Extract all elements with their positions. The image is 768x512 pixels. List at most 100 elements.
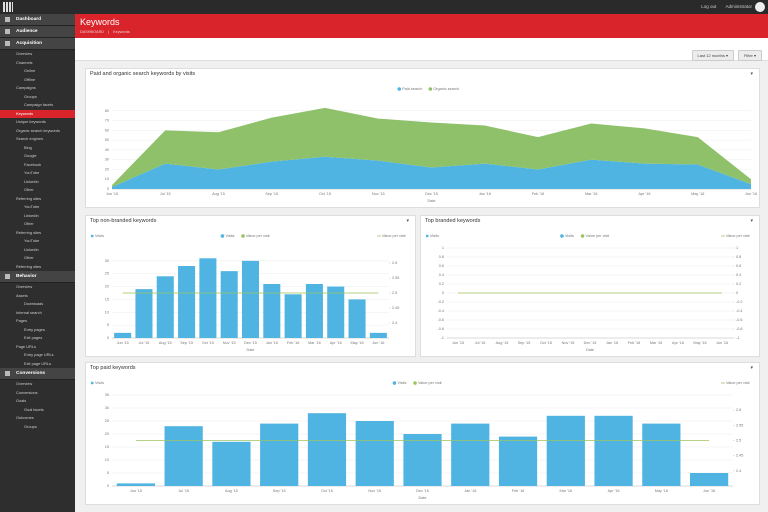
nav-subitem[interactable]: Groups [24,423,37,429]
y2-tick-label: -0.8 [736,327,743,331]
bar [220,271,238,338]
nav-item[interactable]: Overview [16,284,33,289]
x-tick-label: May '16 [691,192,704,196]
x-tick-label: Oct '15 [540,341,552,345]
nav-section[interactable]: Audience [0,26,75,38]
y2-tick-label: -0.4 [736,309,743,313]
filter-button[interactable]: Filter [737,50,762,61]
logout-link[interactable]: Log out [701,4,717,9]
panel-title: Top branded keywords [425,218,481,224]
axis-key [91,381,94,385]
nav-subitem[interactable]: Campaign facets [24,102,54,107]
nav-subitem[interactable]: Facebook [24,161,42,167]
y2-tick-label: 2.6 [392,261,397,265]
chart: Visits Value per visit Visits Value per vis… [91,381,751,500]
nav-item[interactable]: Pages [16,318,28,323]
y-axis-title: Visits [95,381,104,385]
avatar[interactable] [755,2,765,12]
x-tick-label: Apr '16 [608,489,620,493]
nav-subitem[interactable]: YouTube [24,238,40,243]
y-tick-label: 1 [442,246,444,250]
panel-menu[interactable]: ▾ [750,71,753,77]
crumb[interactable]: DASHBOARD [80,30,105,34]
panel-menu[interactable]: ▾ [750,218,753,224]
nav-item[interactable]: Overview [16,51,33,56]
y-tick-label: -0.2 [437,300,444,304]
nav-subitem[interactable]: Google [24,153,37,158]
nav-item[interactable]: Overview [16,381,33,386]
chart-panel: Top branded keywords ▾ Visits Value per vis… [420,215,760,357]
nav-item[interactable]: Internal search [16,309,42,315]
nav-item[interactable]: Referring sites [16,229,42,235]
nav-item[interactable]: Campaigns [16,85,36,90]
x-tick-label: May '16 [350,341,363,345]
nav-section[interactable]: Acquisition [0,38,75,50]
panel-menu[interactable]: ▾ [406,218,409,224]
bar [355,421,394,486]
nav-subitem[interactable]: Other [24,221,34,226]
nav-subitem[interactable]: Other [24,255,34,260]
user-link[interactable]: Administrator [725,4,752,9]
x-tick-label: Feb '16 [512,489,525,493]
nav-subitem[interactable]: Goal facets [24,406,44,412]
legend-swatch [428,87,433,91]
bar [116,483,155,486]
nav-subitem[interactable]: YouTube [24,170,40,175]
nav-item[interactable]: Search engines [16,136,44,141]
nav-item[interactable]: Outcomes [16,415,34,420]
nav-subitem[interactable]: LinkedIn [24,246,39,252]
nav-subitem[interactable]: Downloads [24,301,44,306]
x-tick-label: Aug '15 [225,489,238,493]
date-range-button[interactable]: Last 12 months [691,50,734,61]
nav-subitem[interactable]: Exit pages [24,335,43,340]
bar [403,434,442,486]
nav-subitem[interactable]: Groups [24,93,37,99]
bar [212,441,251,486]
panel-menu[interactable]: ▾ [750,365,753,371]
nav-section[interactable]: Dashboard [0,14,75,26]
legend-swatch [413,381,417,385]
nav-subitem[interactable]: Offline [24,76,36,82]
nav-item[interactable]: Keywords [0,109,75,118]
y-tick-label: 0 [107,336,109,340]
y-tick-label: 0.2 [439,282,444,286]
y-tick-label: 5 [107,323,109,327]
nav-subitem[interactable]: LinkedIn [24,178,39,184]
nav-subitem[interactable]: Bing [24,144,32,150]
nav-subitem[interactable]: Entry pages [24,326,45,332]
y-tick-label: 80 [105,109,109,113]
nav-item[interactable]: Channels [16,59,33,65]
nav-item[interactable]: Page URLs [16,343,36,349]
nav-subitem[interactable]: Entry page URLs [24,352,54,357]
x-tick-label: Jul '15 [475,341,486,345]
x-tick-label: Oct '15 [202,341,214,345]
x-tick-label: Sep '15 [180,341,193,345]
nav-item[interactable]: Conversions [16,389,38,395]
nav-item[interactable]: Goals [16,398,27,403]
nav-item[interactable]: Referring sites [16,263,42,269]
panel-title: Top non-branded keywords [90,218,157,224]
x-axis-title: Date [586,348,594,352]
y-tick-label: 35 [105,393,109,397]
nav-item[interactable]: Referring sites [16,195,42,201]
nav-subitem[interactable]: Exit page URLs [24,360,52,366]
y-tick-label: -0.4 [437,309,444,313]
nav-item[interactable]: Unique keywords [16,119,46,124]
y-tick-label: 50 [105,138,109,142]
nav-subitem[interactable]: YouTube [24,204,40,209]
x-tick-label: Jun '16 [745,192,757,196]
nav-subitem[interactable]: LinkedIn [24,212,39,218]
nav-item[interactable]: Organic search keywords [16,127,60,133]
nav-item[interactable]: Assets [16,292,28,298]
y2-tick-label: -1 [736,336,739,340]
x-tick-label: Apr '16 [639,192,651,196]
x-tick-label: Nov '15 [368,489,381,493]
nav-section[interactable]: Conversions [0,368,75,380]
logo[interactable] [3,2,13,12]
nav-subitem[interactable]: Online [24,68,36,73]
x-tick-label: Mar '16 [650,341,663,345]
legend-label: Visits [397,381,406,385]
nav-section[interactable]: Behavior [0,271,75,283]
nav-subitem[interactable]: Other [24,187,34,192]
